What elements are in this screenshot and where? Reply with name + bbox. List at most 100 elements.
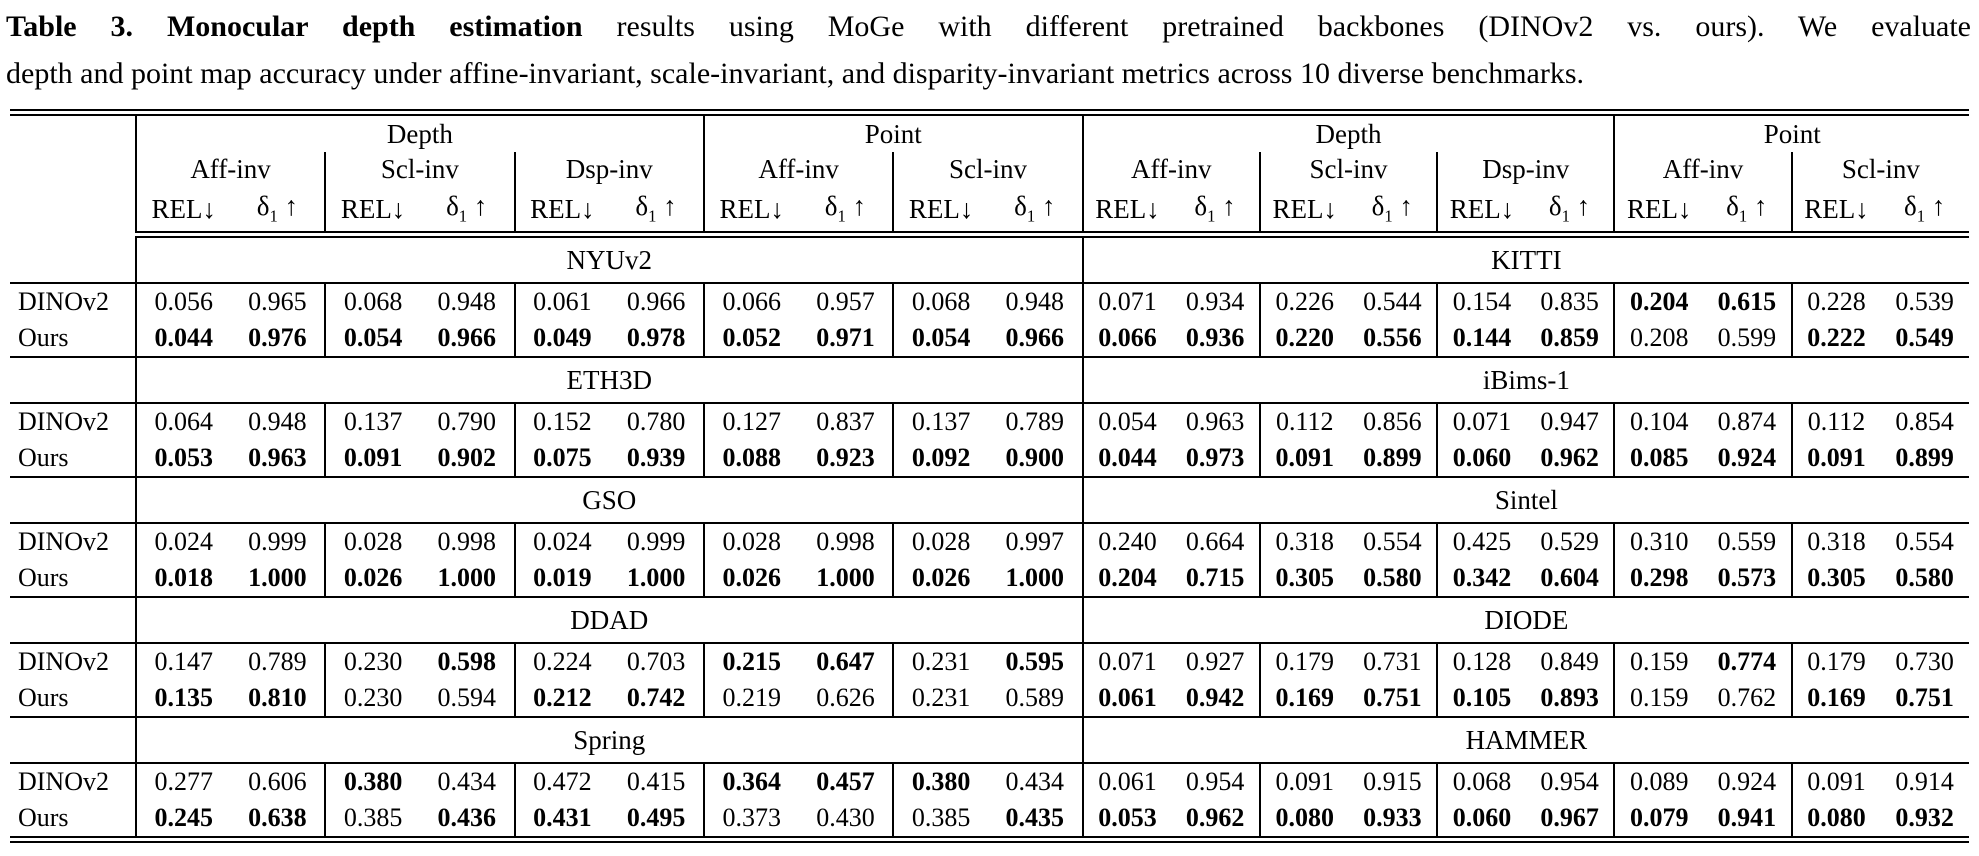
metric-value: 0.088 [702, 440, 799, 478]
metric-value: 0.856 [1363, 407, 1422, 436]
metric-value: 0.472 [513, 763, 610, 800]
metric-value: 0.948 [248, 407, 307, 436]
method-label: Ours [10, 680, 137, 718]
data-row: DINOv2 0.064 0.948 0.137 0.790 0.152 0.780 0.12… [10, 403, 1969, 440]
results-table: Depth Point Depth Point Aff-inv Scl-inv Dsp-in… [10, 109, 1969, 843]
metric-value: 0.064 [154, 407, 213, 436]
row-label-cell [10, 234, 137, 284]
metric-value: 0.434 [1005, 767, 1065, 796]
metric-value: 0.957 [816, 287, 875, 316]
metric-value: 0.147 [154, 647, 213, 676]
metric-value: 0.780 [626, 407, 686, 436]
metric-value: 0.044 [1081, 440, 1172, 478]
metric-value: 0.137 [324, 403, 420, 440]
metric-delta-header: δ1 ↑ [419, 187, 515, 238]
metric-rel-header: REL↓ [1790, 187, 1881, 238]
metric-value: 0.298 [1613, 560, 1704, 598]
metric-rel-header: REL↓ [1258, 187, 1349, 238]
metric-value: 0.028 [324, 523, 420, 560]
metric-value: 0.580 [1348, 560, 1438, 598]
benchmark-name-right: Sintel [1081, 477, 1969, 524]
benchmark-name-right: HAMMER [1081, 717, 1969, 764]
metric-value: 0.310 [1613, 523, 1704, 560]
metric-value: 0.559 [1717, 527, 1777, 556]
metric-value: 0.647 [816, 647, 875, 676]
metric-value: 0.144 [1436, 320, 1526, 358]
metric-value: 0.230 [324, 680, 420, 718]
data-row: DINOv2 0.024 0.999 0.028 0.998 0.024 0.999 0.02… [10, 523, 1969, 560]
metric-value: 0.373 [702, 800, 799, 840]
metric-value: 0.204 [1613, 283, 1704, 320]
row-label-cell [10, 597, 137, 644]
table-header: Depth Point Depth Point Aff-inv Scl-inv Dsp-in… [10, 112, 1969, 238]
metric-value: 0.915 [1363, 767, 1422, 796]
metric-value: 0.457 [816, 767, 875, 796]
col-group-depth: Depth [386, 118, 453, 149]
metric-value: 0.079 [1613, 800, 1704, 840]
table-caption: Table 3. Monocular depth estimation resu… [0, 0, 1979, 97]
metric-value: 0.089 [1613, 763, 1704, 800]
metric-value: 0.900 [987, 440, 1083, 478]
col-group-depth: Depth [1081, 112, 1615, 152]
metric-value: 0.054 [1081, 403, 1172, 440]
metric-value: 0.966 [626, 287, 686, 316]
metric-value: 0.790 [437, 407, 496, 436]
metric-value: 0.963 [230, 440, 326, 478]
metric-value: 0.837 [816, 407, 875, 436]
metric-value: 0.179 [1790, 643, 1881, 680]
metric-value: 0.914 [1895, 767, 1954, 796]
metric-value: 0.385 [892, 800, 988, 840]
metric-value: 0.924 [1703, 440, 1792, 478]
metric-value: 0.066 [1081, 320, 1172, 358]
metric-value: 0.127 [702, 403, 799, 440]
metric-value: 0.053 [1081, 800, 1172, 840]
metric-rel-header: REL↓ [1436, 187, 1526, 238]
metric-value: 0.068 [1436, 763, 1526, 800]
metric-value: 0.024 [154, 527, 213, 556]
metric-value: 0.380 [324, 763, 420, 800]
metric-value: 0.731 [1363, 647, 1422, 676]
row-label-cell [10, 357, 137, 404]
benchmark-row: DDAD DIODE [10, 597, 1969, 644]
metric-value: 0.580 [1880, 560, 1969, 598]
metric-value: 0.936 [1171, 320, 1260, 358]
metric-value: 0.924 [1717, 767, 1777, 796]
data-row: Ours 0.245 0.638 0.385 0.436 0.431 0.495 0.373 0… [10, 800, 1969, 840]
metric-value: 0.436 [437, 803, 496, 832]
metric-value: 0.539 [1895, 287, 1954, 316]
metric-value: 0.435 [1005, 803, 1065, 832]
metric-value: 0.703 [626, 647, 686, 676]
metric-value: 0.948 [1005, 287, 1065, 316]
metric-value: 0.231 [892, 680, 988, 718]
data-row: DINOv2 0.277 0.606 0.380 0.434 0.472 0.415 0.36… [10, 763, 1969, 800]
metric-delta-header: δ1 ↑ [1348, 187, 1438, 238]
metric-value: 0.751 [1880, 680, 1969, 718]
metric-value: 0.774 [1717, 647, 1777, 676]
row-label-cell [10, 477, 137, 524]
method-label: Ours [10, 560, 137, 598]
metric-value: 0.966 [419, 320, 515, 358]
metric-value: 0.071 [1081, 283, 1172, 320]
metric-rel-header: REL↓ [135, 187, 231, 238]
metric-value: 0.169 [1258, 680, 1349, 718]
metric-delta-header: δ1 ↑ [1525, 187, 1615, 238]
metric-value: 0.112 [1258, 403, 1349, 440]
col-subgroup-scl-inv: Scl-inv [892, 152, 1083, 187]
metric-value: 0.056 [154, 287, 213, 316]
benchmark-name-left: NYUv2 [135, 234, 1083, 284]
metric-value: 0.318 [1258, 523, 1349, 560]
metric-value: 0.068 [324, 283, 420, 320]
metric-value: 0.380 [892, 763, 988, 800]
metric-value: 0.212 [513, 680, 610, 718]
metric-value: 0.028 [892, 523, 988, 560]
data-row: Ours 0.044 0.976 0.054 0.966 0.049 0.978 0.052 0… [10, 320, 1969, 358]
metric-value: 0.342 [1436, 560, 1526, 598]
header-row-metrics: REL↓ δ1 ↑ REL↓ δ1 ↑ REL↓ δ1 ↑ REL↓ δ1 ↑ REL↓ δ1 ↑… [10, 187, 1969, 238]
metric-value: 0.849 [1540, 647, 1599, 676]
col-subgroup-aff-inv: Aff-inv [702, 152, 894, 187]
metric-value: 0.061 [1081, 680, 1172, 718]
metric-value: 0.228 [1790, 283, 1881, 320]
metric-value: 0.589 [987, 680, 1083, 718]
metric-value: 0.220 [1258, 320, 1349, 358]
metric-value: 0.061 [1081, 763, 1172, 800]
